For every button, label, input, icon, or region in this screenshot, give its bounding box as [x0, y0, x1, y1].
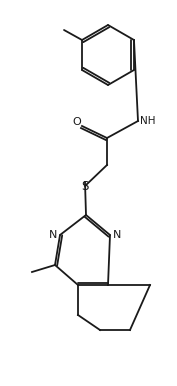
Text: N: N [113, 230, 121, 240]
Text: NH: NH [140, 116, 156, 126]
Text: S: S [81, 179, 89, 193]
Text: O: O [73, 117, 81, 127]
Text: N: N [49, 230, 57, 240]
